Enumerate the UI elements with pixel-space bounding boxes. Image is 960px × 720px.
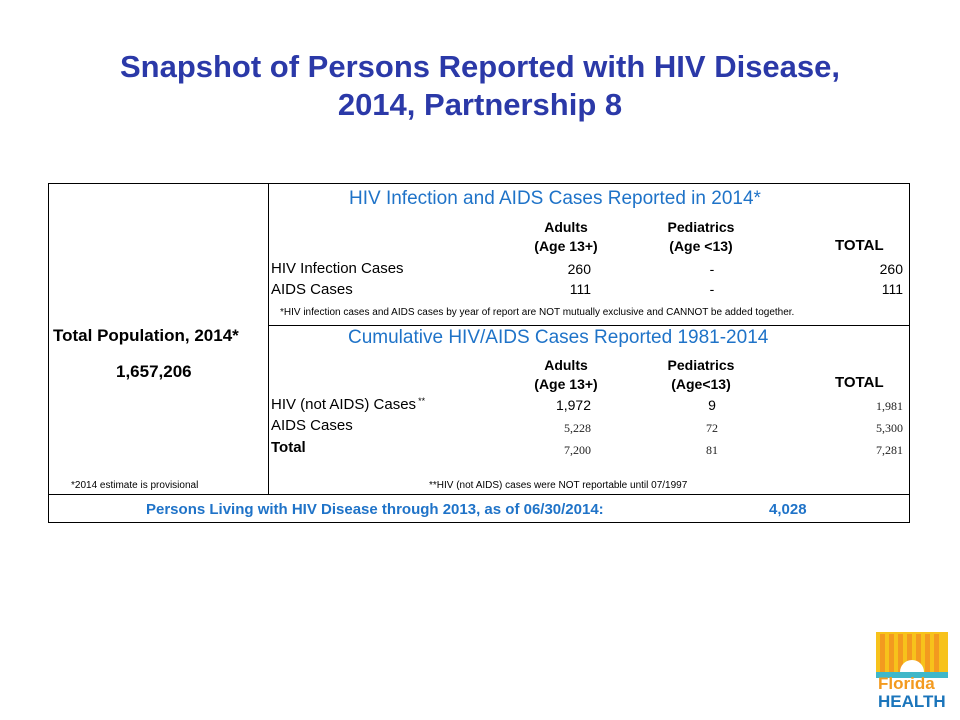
cell-aids-2014-adults: 111 bbox=[569, 281, 591, 297]
population-footnote: *2014 estimate is provisional bbox=[71, 480, 199, 491]
col-adults-2014: Adults (Age 13+) bbox=[501, 218, 631, 256]
column-divider bbox=[268, 184, 269, 494]
cumulative-heading: Cumulative HIV/AIDS Cases Reported 1981-… bbox=[348, 327, 769, 348]
living-label: Persons Living with HIV Disease through … bbox=[146, 501, 604, 518]
section-2014-footnote: *HIV infection cases and AIDS cases by y… bbox=[280, 307, 795, 318]
row-label-hiv-infection: HIV Infection Cases bbox=[271, 260, 404, 277]
cell-total-peds: 81 bbox=[706, 443, 718, 457]
section-divider bbox=[268, 325, 910, 326]
logo-word-florida: Florida bbox=[878, 674, 935, 693]
florida-health-logo: Florida HEALTH bbox=[876, 632, 948, 712]
slide-title: Snapshot of Persons Reported with HIV Di… bbox=[40, 48, 920, 124]
living-value: 4,028 bbox=[769, 501, 807, 518]
title-line-1: Snapshot of Persons Reported with HIV Di… bbox=[119, 49, 841, 84]
cell-hiv-infection-total: 260 bbox=[879, 261, 903, 277]
footnote-marker: ** bbox=[418, 396, 426, 406]
cell-aids-2014-total: 111 bbox=[881, 281, 903, 297]
population-label: Total Population, 2014* bbox=[53, 326, 239, 345]
cell-aids-cumulative-peds: 72 bbox=[706, 421, 718, 435]
cell-hiv-not-aids-peds: 9 bbox=[708, 397, 716, 413]
col-adults-cumulative: Adults (Age 13+) bbox=[501, 356, 631, 394]
row-label-hiv-not-aids-text: HIV (not AIDS) Cases bbox=[271, 396, 417, 413]
col-adults-2014-line1: Adults bbox=[544, 219, 588, 235]
col-total-cumulative: TOTAL bbox=[835, 374, 884, 391]
population-value: 1,657,206 bbox=[116, 362, 192, 381]
cell-total-adults: 7,200 bbox=[564, 443, 591, 457]
col-peds-cumulative: Pediatrics (Age<13) bbox=[636, 356, 766, 394]
cell-hiv-not-aids-total: 1,981 bbox=[876, 399, 903, 413]
section-2014-heading: HIV Infection and AIDS Cases Reported in… bbox=[349, 188, 761, 209]
col-total-2014: TOTAL bbox=[835, 237, 884, 254]
col-peds-cumulative-line2: (Age<13) bbox=[671, 376, 731, 392]
sun-logo-icon bbox=[876, 632, 948, 712]
col-peds-2014-line1: Pediatrics bbox=[667, 219, 735, 235]
data-table: Total Population, 2014* 1,657,206 *2014 … bbox=[48, 183, 910, 523]
col-adults-cumulative-line1: Adults bbox=[544, 357, 588, 373]
title-line-2: 2014, Partnership 8 bbox=[337, 87, 623, 122]
cell-hiv-infection-peds: - bbox=[709, 261, 715, 277]
col-peds-2014: Pediatrics (Age <13) bbox=[636, 218, 766, 256]
footnote-divider bbox=[49, 494, 909, 495]
col-peds-cumulative-line1: Pediatrics bbox=[667, 357, 735, 373]
cumulative-footnote: **HIV (not AIDS) cases were NOT reportab… bbox=[429, 480, 688, 491]
row-label-hiv-not-aids: HIV (not AIDS) Cases ** bbox=[271, 396, 425, 413]
cell-aids-cumulative-adults: 5,228 bbox=[564, 421, 591, 435]
row-label-aids-2014: AIDS Cases bbox=[271, 281, 353, 298]
cell-hiv-not-aids-adults: 1,972 bbox=[555, 397, 591, 413]
logo-word-health: HEALTH bbox=[878, 692, 946, 711]
row-label-aids-cumulative: AIDS Cases bbox=[271, 417, 353, 434]
cell-hiv-infection-adults: 260 bbox=[567, 261, 591, 277]
col-adults-2014-line2: (Age 13+) bbox=[534, 238, 598, 254]
cell-total-total: 7,281 bbox=[876, 443, 903, 457]
col-peds-2014-line2: (Age <13) bbox=[669, 238, 733, 254]
row-label-total: Total bbox=[271, 439, 306, 456]
col-adults-cumulative-line2: (Age 13+) bbox=[534, 376, 598, 392]
cell-aids-cumulative-total: 5,300 bbox=[876, 421, 903, 435]
cell-aids-2014-peds: - bbox=[709, 281, 715, 297]
